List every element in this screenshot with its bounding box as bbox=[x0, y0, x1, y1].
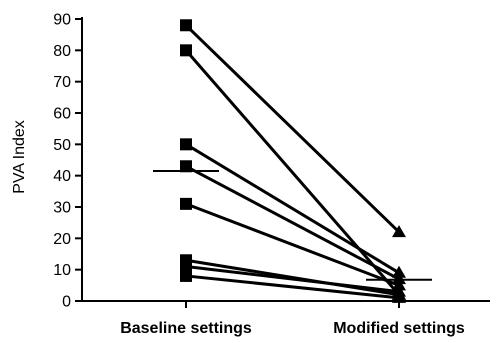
y-tick-label: 50 bbox=[53, 137, 71, 154]
category-label: Modified settings bbox=[333, 320, 465, 337]
y-tick-label: 30 bbox=[53, 200, 71, 217]
baseline-point bbox=[180, 197, 192, 210]
y-axis-title: PVA Index bbox=[11, 120, 28, 194]
baseline-point bbox=[180, 138, 192, 151]
category-labels: Baseline settings Modified settings bbox=[120, 320, 465, 337]
y-tick-label: 40 bbox=[53, 168, 71, 185]
baseline-point bbox=[180, 160, 192, 173]
category-label: Baseline settings bbox=[120, 320, 252, 337]
y-tick-label: 90 bbox=[53, 12, 71, 29]
y-tick-label: 0 bbox=[62, 294, 71, 311]
modified-point bbox=[392, 278, 406, 291]
pair-lines bbox=[184, 24, 401, 300]
pair-line bbox=[184, 49, 401, 296]
y-tick-label: 80 bbox=[53, 43, 71, 60]
y-tick-label: 10 bbox=[53, 262, 71, 279]
pair-line bbox=[185, 265, 400, 294]
modified-point bbox=[392, 265, 406, 278]
modified-point bbox=[392, 272, 406, 285]
pair-line bbox=[185, 202, 400, 287]
data-markers bbox=[180, 19, 406, 303]
pair-line bbox=[185, 258, 400, 297]
baseline-point bbox=[180, 269, 192, 282]
y-ticks: 0 10 20 30 40 50 60 70 80 90 bbox=[53, 12, 82, 311]
y-tick-label: 70 bbox=[53, 74, 71, 91]
modified-point bbox=[392, 225, 406, 238]
modified-point bbox=[392, 284, 406, 297]
pair-line bbox=[185, 143, 400, 275]
pair-line bbox=[185, 164, 400, 281]
pair-line bbox=[185, 274, 400, 300]
y-tick-label: 60 bbox=[53, 106, 71, 123]
baseline-point bbox=[180, 44, 192, 57]
y-tick-label: 20 bbox=[53, 231, 71, 248]
pair-line bbox=[184, 24, 401, 234]
baseline-point bbox=[180, 19, 192, 32]
modified-point bbox=[392, 290, 406, 303]
baseline-point bbox=[180, 260, 192, 273]
